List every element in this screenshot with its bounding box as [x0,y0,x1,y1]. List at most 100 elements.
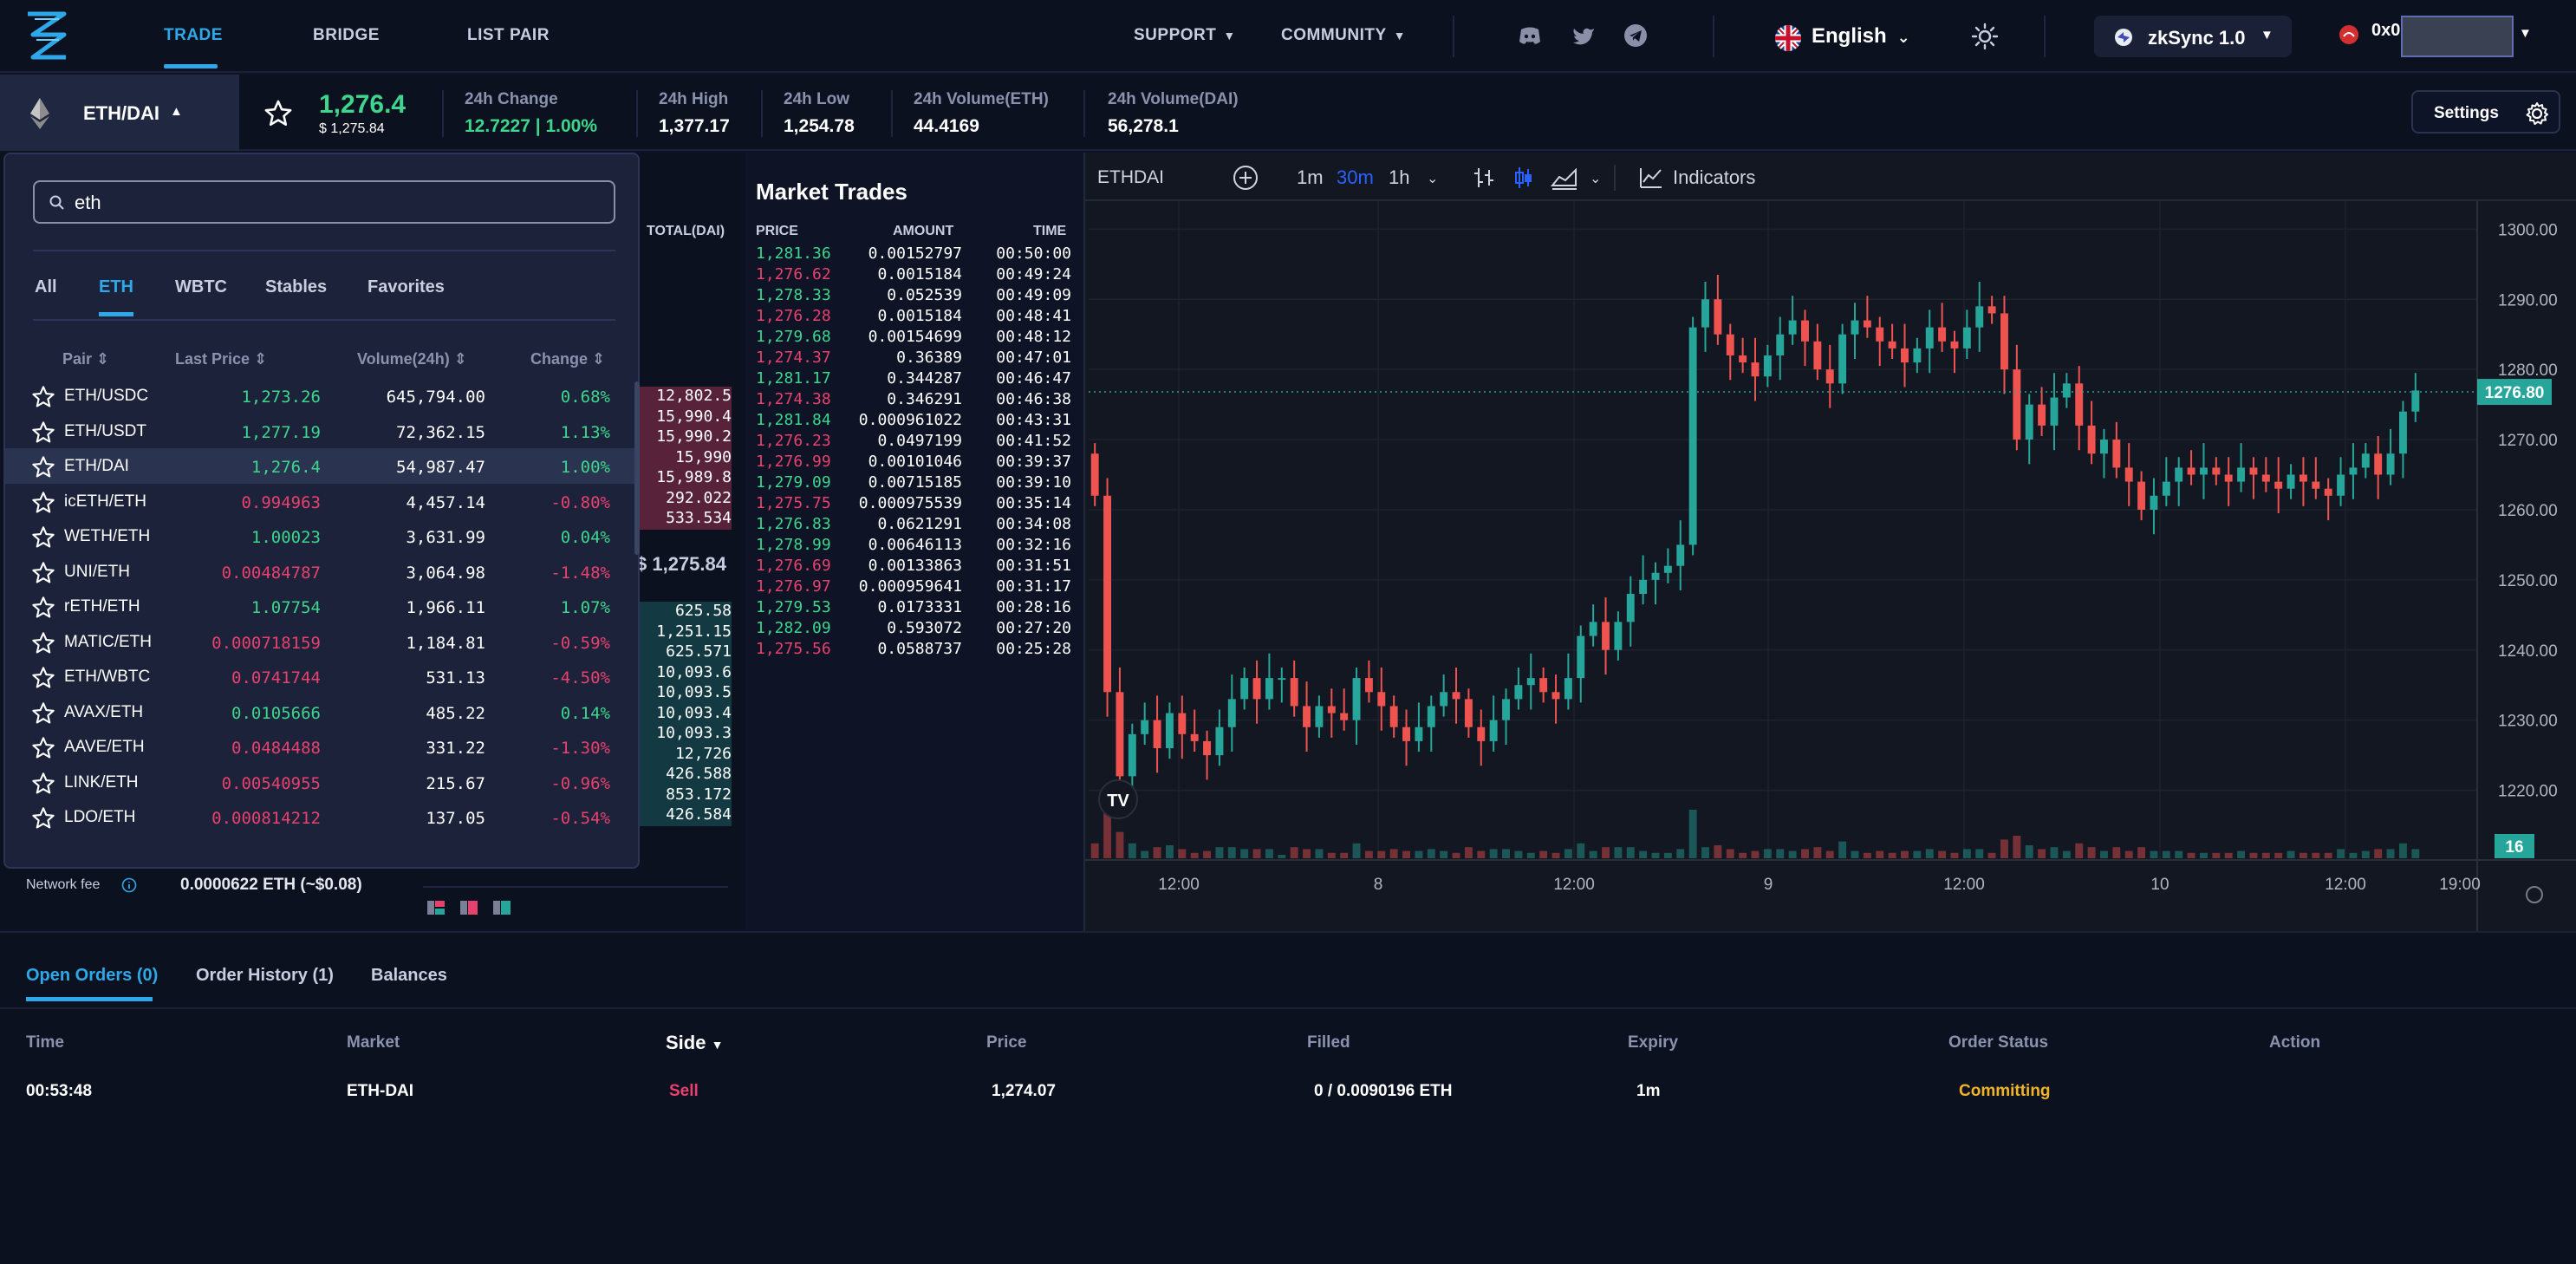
twitter-icon[interactable] [1571,23,1597,49]
pair-search-box[interactable] [33,180,615,224]
column-header-change[interactable]: Change ⇕ [530,350,605,368]
volume-bar [1801,849,1809,858]
pair-row[interactable]: icETH/ETH 0.994963 4,457.14 -0.80% [5,484,636,519]
candle-body [1913,348,1922,363]
candles-chart-type-icon[interactable] [1512,165,1536,191]
candle-body [1564,678,1572,700]
pair-row[interactable]: ETH/USDT 1,277.19 72,362.15 1.13% [5,414,636,449]
scrollbar[interactable] [634,381,640,555]
interval-1h[interactable]: 1h [1389,166,1410,188]
candle-body [2274,481,2283,489]
nav-trade-link[interactable]: TRADE [164,26,223,44]
compare-add-icon[interactable] [1233,165,1259,191]
favorite-star-icon[interactable] [31,561,55,585]
favorite-star-icon[interactable] [263,99,293,128]
favorite-star-icon[interactable] [31,806,55,831]
candle-body [1141,720,1149,734]
pair-row[interactable]: ETH/WBTC 0.0741744 531.13 -4.50% [5,659,636,694]
nav-list-pair-link[interactable]: LIST PAIR [467,26,550,44]
pair-row[interactable]: LDO/ETH 0.000814212 137.05 -0.54% [5,799,636,835]
favorite-star-icon[interactable] [31,701,55,726]
favorite-star-icon[interactable] [31,666,55,690]
chart-symbol[interactable]: ETHDAI [1097,167,1165,187]
bid-total: 625.58 [640,602,732,622]
tab-open-orders[interactable]: Open Orders (0) [26,966,159,985]
pair-search-input[interactable] [75,191,595,215]
volume-bar [1389,849,1398,858]
favorite-star-icon[interactable] [31,385,55,409]
tab-order-history[interactable]: Order History (1) [196,966,334,985]
favorite-star-icon[interactable] [31,631,55,655]
column-header-last-price[interactable]: Last Price ⇕ [175,350,267,368]
caret-down-icon[interactable]: ▼ [2519,26,2532,41]
candlestick-chart[interactable]: 1300.00 1290.00 1280.00 1270.00 1260.00 1250.… [1085,201,2576,931]
settings-button[interactable]: Settings [2411,90,2560,134]
book-both-view-icon[interactable] [426,900,446,915]
book-bids-view-icon[interactable] [492,900,511,915]
favorite-star-icon[interactable] [31,491,55,515]
pair-row[interactable]: AAVE/ETH 0.0484488 331.22 -1.30% [5,729,636,765]
info-icon[interactable] [121,877,137,893]
tradingview-logo-icon[interactable] [1098,779,1138,819]
candle-body [1688,327,1697,545]
pair-row[interactable]: ETH/USDC 1,273.26 645,794.00 0.68% [5,378,636,414]
favorite-star-icon[interactable] [31,772,55,796]
bid-total: 426.588 [640,765,732,785]
tab-stables[interactable]: Stables [265,277,328,296]
tab-balances[interactable]: Balances [371,966,447,985]
orderbook-view-toggles[interactable] [426,900,511,915]
favorite-star-icon[interactable] [31,455,55,479]
trade-price: 1,276.69 [756,557,831,575]
nav-support-menu[interactable]: SUPPORT ▼ [1134,26,1236,45]
chart-settings-gear-icon[interactable] [2526,886,2543,903]
column-header-volume[interactable]: Volume(24h) ⇕ [357,350,467,368]
chevron-down-icon[interactable]: ⌄ [1427,172,1439,186]
favorite-star-icon[interactable] [31,420,55,445]
chevron-down-icon[interactable]: ⌄ [1590,172,1602,186]
discord-icon[interactable] [1517,23,1543,49]
zigzag-logo-icon[interactable] [24,9,69,62]
book-asks-view-icon[interactable] [459,900,478,915]
indicators-icon[interactable] [1638,165,1664,191]
area-chart-type-icon[interactable] [1550,165,1579,191]
pair-name: ETH/USDC [64,387,149,405]
pair-row[interactable]: ETH/DAI 1,276.4 54,987.47 1.00% [5,448,636,484]
favorite-star-icon[interactable] [31,736,55,760]
trade-price: 1,278.33 [756,286,831,304]
favorite-star-icon[interactable] [31,525,55,550]
pair-row[interactable]: rETH/ETH 1.07754 1,966.11 1.07% [5,589,636,624]
trade-amount: 0.346291 [887,390,962,408]
telegram-icon[interactable] [1623,23,1649,49]
bar-chart-type-icon[interactable] [1472,165,1496,191]
pair-row[interactable]: WETH/ETH 1.00023 3,631.99 0.04% [5,518,636,554]
pair-row[interactable]: LINK/ETH 0.00540955 215.67 -0.96% [5,765,636,800]
tab-wbtc[interactable]: WBTC [175,277,227,296]
wallet-address[interactable]: 0x0 [2371,21,2401,40]
nav-active-indicator [164,64,218,68]
candle-body [1851,320,1859,335]
price-chart-panel[interactable]: ETHDAI 1m 30m 1h ⌄ ⌄ Indicators 1300.00 1… [1083,153,2576,931]
interval-30m[interactable]: 30m [1337,166,1374,188]
favorite-star-icon[interactable] [31,596,55,620]
nav-bridge-link[interactable]: BRIDGE [313,26,380,44]
network-selector[interactable]: zkSync 1.0 ▼ [2094,16,2292,57]
language-selector[interactable]: English ⌄ [1812,24,1910,49]
pair-name: UNI/ETH [64,562,130,581]
tab-all[interactable]: All [35,277,57,296]
volume-bar [1788,850,1797,858]
column-header-pair[interactable]: Pair ⇕ [62,350,109,368]
pair-row[interactable]: UNI/ETH 0.00484787 3,064.98 -1.48% [5,554,636,590]
tab-eth[interactable]: ETH [99,277,133,296]
volume-bar [1838,841,1847,858]
pair-row[interactable]: AVAX/ETH 0.0105666 485.22 0.14% [5,694,636,730]
indicators-label[interactable]: Indicators [1673,166,1756,188]
interval-1m[interactable]: 1m [1297,166,1324,188]
pair-selector-button[interactable]: ETH/DAI ▲ [0,75,239,151]
theme-toggle-sun-icon[interactable] [1971,23,1999,50]
header-side-sort[interactable]: Side ▼ [666,1032,723,1054]
tab-favorites[interactable]: Favorites [368,277,445,296]
volume-bar [1116,831,1124,858]
volume-bar [1452,852,1460,858]
pair-row[interactable]: MATIC/ETH 0.000718159 1,184.81 -0.59% [5,624,636,660]
nav-community-menu[interactable]: COMMUNITY ▼ [1281,26,1406,45]
